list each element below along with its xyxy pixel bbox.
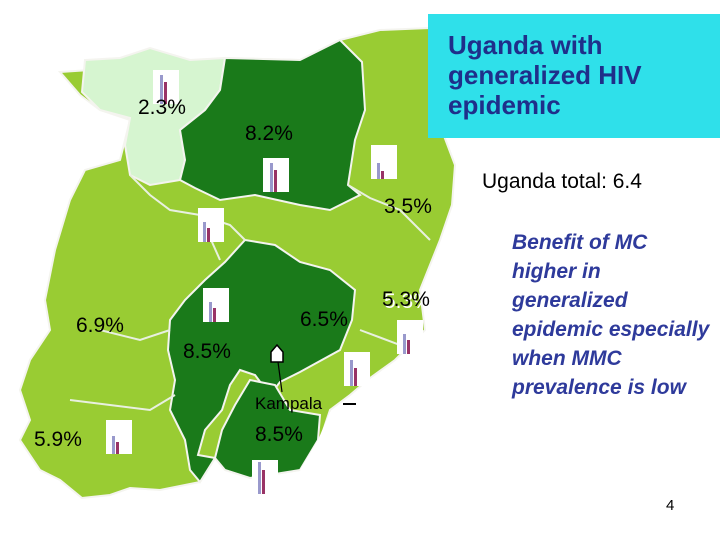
lake-victoria [300,395,440,505]
mini-bar-chart-icon [198,208,224,242]
region-label-east: 5.3% [382,288,430,311]
mini-bar-chart-icon [263,158,289,192]
region-label-west: 6.9% [76,314,124,337]
region-label-west-nile: 2.3% [138,96,186,119]
kampala-leader-line [277,361,283,393]
mini-bar-chart-icon [252,460,278,494]
region-label-central-2: 8.5% [183,340,231,363]
region-label-north-central: 8.2% [245,122,293,145]
mini-bar-chart-icon [153,70,179,104]
mini-bar-chart-icon [344,352,370,386]
region-label-south-west: 5.9% [34,428,82,451]
page-number: 4 [666,497,675,514]
mini-bar-chart-icon [106,420,132,454]
region-label-central-1: 6.5% [300,308,348,331]
kampala-label: 8.5% [255,423,303,446]
slide-title: Uganda with generalized HIV epidemic [448,30,642,120]
title-box: Uganda with generalized HIV epidemic [428,14,720,138]
kampala-marker-icon [270,343,284,363]
uganda-total: Uganda total: 6.4 [482,170,642,193]
mini-bar-chart-icon [397,320,423,354]
region-north-central [178,38,367,212]
region-border-lines [69,174,431,412]
region-label-north-east: 3.5% [384,195,432,218]
benefit-note: Benefit of MC higher in generalized epid… [512,231,710,399]
kampala-name: Kampala [255,394,323,413]
mini-bar-chart-icon [203,288,229,322]
mini-bar-chart-icon [371,145,397,179]
